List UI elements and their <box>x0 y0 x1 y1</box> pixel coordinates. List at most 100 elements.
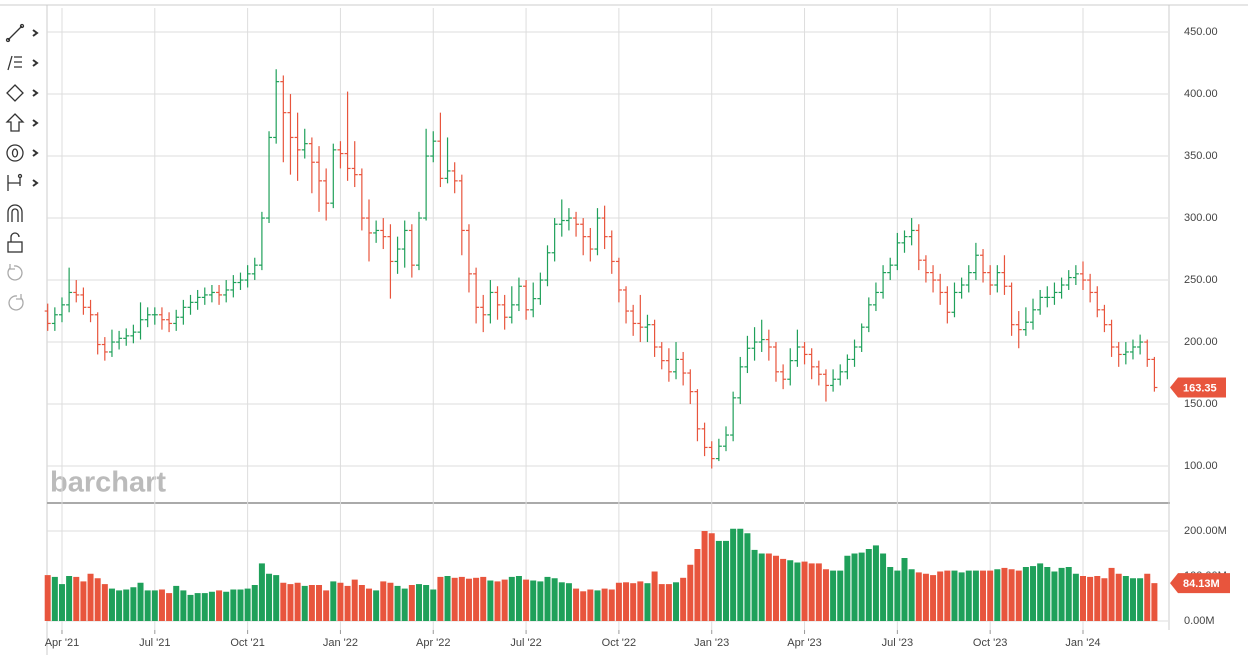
volume-bar <box>515 576 522 621</box>
volume-bar <box>994 569 1001 621</box>
volume-bar <box>1058 567 1065 621</box>
volume-bar <box>601 588 608 621</box>
volume-bar <box>116 590 123 621</box>
volume-bar <box>523 579 530 621</box>
volume-bar <box>1151 583 1158 621</box>
y-tick-label: 450.00 <box>1184 26 1218 38</box>
volume-bar <box>658 584 665 621</box>
volume-bar <box>573 588 580 621</box>
volume-bar <box>101 584 108 621</box>
tool-fib[interactable] <box>7 55 39 71</box>
volume-bar <box>1065 567 1072 621</box>
volume-bar <box>851 553 858 621</box>
volume-bar <box>608 589 615 621</box>
volume-bar <box>201 593 208 621</box>
volume-bar <box>794 562 801 621</box>
tool-arrow[interactable] <box>5 113 39 132</box>
tool-shape[interactable] <box>6 84 39 102</box>
volume-bar <box>530 580 537 621</box>
volume-bar <box>437 576 444 621</box>
volume-bar <box>1080 576 1086 621</box>
volume-bar <box>830 570 837 621</box>
volume-bar <box>937 571 944 621</box>
volume-bar <box>80 581 87 621</box>
volume-bar <box>1030 566 1037 621</box>
volume-bar <box>458 576 465 621</box>
volume-bar <box>1022 567 1029 621</box>
tool-redo[interactable] <box>8 294 24 311</box>
volume-bar <box>316 585 323 621</box>
volume-bar <box>123 589 130 621</box>
volume-bar <box>244 588 251 621</box>
volume-bar <box>508 576 515 621</box>
watermark: barchart <box>50 467 166 499</box>
volume-bar <box>758 553 765 621</box>
volume-bar <box>780 558 787 621</box>
volume-bar <box>872 545 879 621</box>
volume-bar <box>194 593 201 621</box>
volume-bar <box>915 572 922 621</box>
tool-undo[interactable] <box>7 264 23 281</box>
volume-bar <box>687 564 694 621</box>
volume-bar <box>430 589 437 621</box>
volume-bar <box>180 590 187 621</box>
volume-bar <box>1108 567 1115 621</box>
volume-bar <box>644 583 651 621</box>
y-tick-label: 0.00M <box>1184 615 1215 627</box>
volume-bar <box>723 540 729 621</box>
x-tick-label: Apr '23 <box>787 637 822 649</box>
volume-bar <box>44 575 51 621</box>
volume-bar <box>294 582 301 621</box>
volume-bar <box>394 585 401 621</box>
y-tick-label: 200.00M <box>1184 525 1227 537</box>
volume-bar <box>208 591 215 621</box>
tool-text[interactable] <box>6 144 39 162</box>
volume-bar <box>408 585 415 621</box>
volume-bar <box>501 579 508 621</box>
volume-bar <box>894 570 901 621</box>
volume-bar <box>380 581 387 621</box>
tool-magnet[interactable] <box>7 204 23 222</box>
volume-bar <box>730 528 737 621</box>
last-price-box <box>1170 377 1226 398</box>
volume-bar <box>51 576 58 621</box>
x-tick-label: Oct '22 <box>602 637 637 649</box>
volume-bar <box>772 555 779 621</box>
volume-bar <box>423 585 430 621</box>
volume-bar <box>808 563 815 621</box>
volume-bar <box>565 583 572 621</box>
volume-bar <box>358 585 365 621</box>
volume-bar <box>951 570 958 621</box>
volume-bar <box>344 585 351 621</box>
volume-bar <box>1087 576 1094 621</box>
volume-bar <box>708 533 715 621</box>
volume-bar <box>130 587 137 621</box>
volume-bar <box>537 581 544 621</box>
volume-bar <box>415 584 422 621</box>
volume-bar <box>387 582 394 621</box>
volume-bar <box>401 588 408 621</box>
volume-bar <box>987 570 994 621</box>
volume-bar <box>815 563 822 621</box>
volume-bar <box>551 578 558 621</box>
y-tick-label: 100.00 <box>1184 460 1218 472</box>
y-tick-label: 250.00 <box>1184 274 1218 286</box>
tool-line[interactable] <box>5 23 39 43</box>
volume-bar <box>865 549 872 621</box>
volume-bar <box>66 576 73 621</box>
tool-lock[interactable] <box>7 232 23 253</box>
volume-bar <box>494 581 501 621</box>
volume-bar <box>287 584 294 621</box>
volume-bar <box>323 590 330 621</box>
volume-bar <box>1101 578 1108 621</box>
volume-bar <box>587 589 594 621</box>
volume-bar <box>651 571 658 621</box>
tool-measure[interactable] <box>7 173 39 192</box>
volume-bar <box>980 570 987 621</box>
x-tick-label: Jul '22 <box>510 637 541 649</box>
volume-bar <box>1037 563 1044 621</box>
y-tick-label: 400.00 <box>1184 88 1218 100</box>
volume-bar <box>237 589 244 621</box>
volume-bar <box>187 594 194 621</box>
